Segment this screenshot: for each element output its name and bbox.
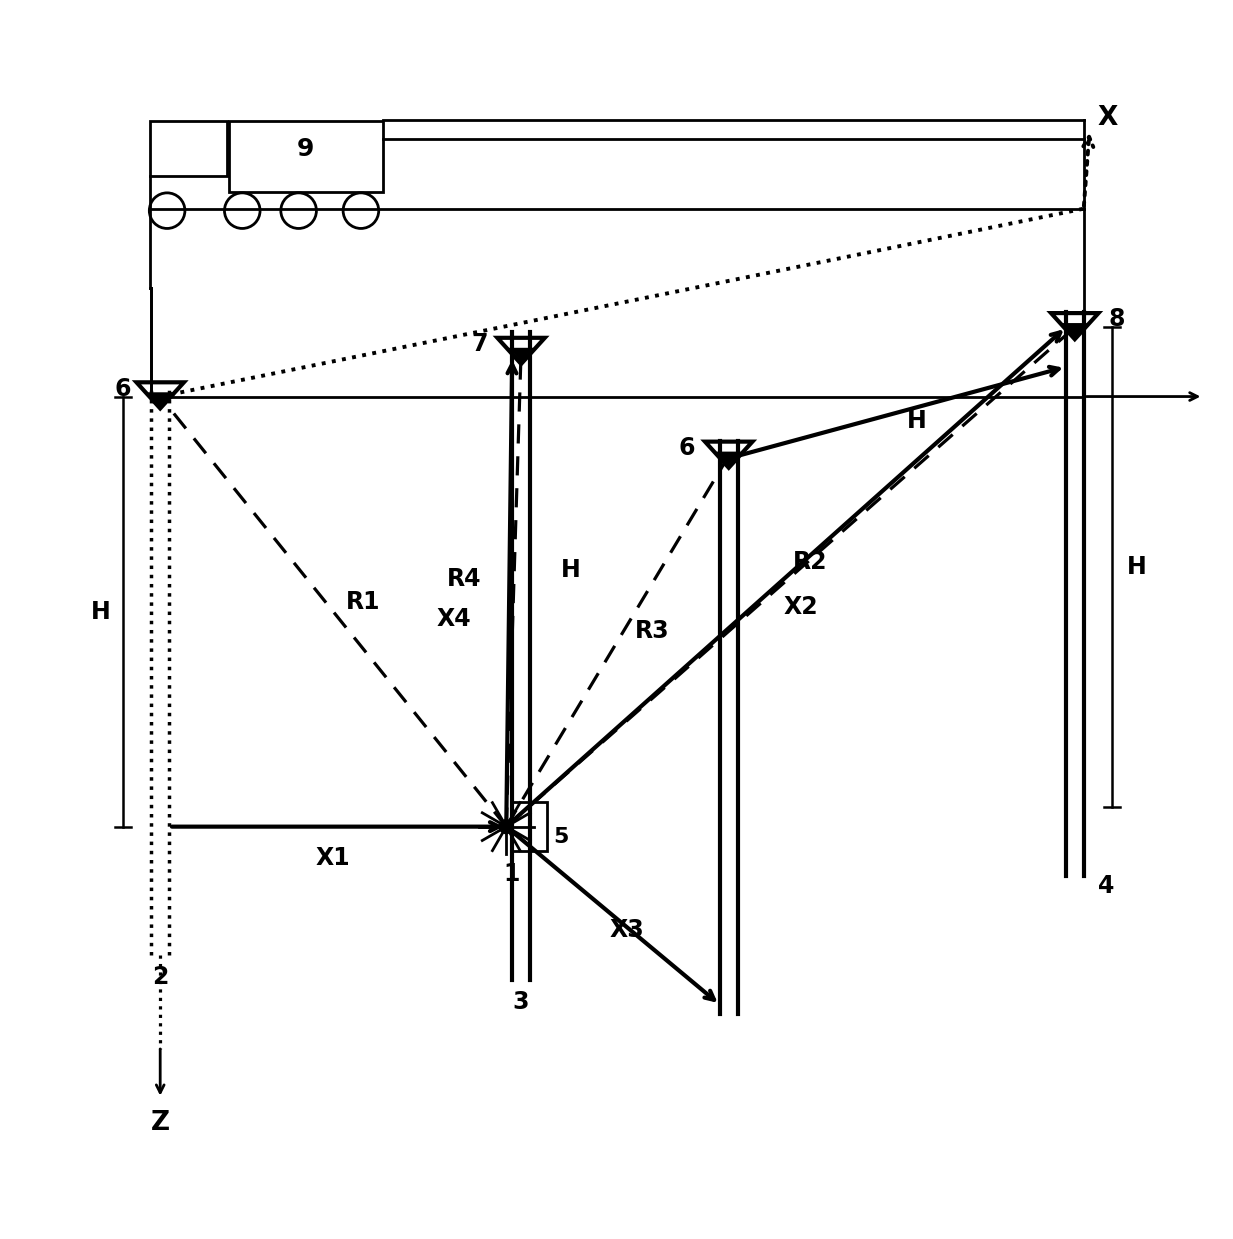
- Text: 5: 5: [554, 826, 570, 846]
- Text: H: H: [1127, 555, 1147, 579]
- Text: R1: R1: [345, 590, 380, 613]
- Text: X: X: [1097, 105, 1117, 131]
- Text: R2: R2: [793, 550, 827, 574]
- Text: 3: 3: [513, 990, 529, 1014]
- Text: X3: X3: [610, 918, 645, 943]
- Polygon shape: [1063, 323, 1086, 336]
- Text: X2: X2: [783, 595, 817, 618]
- Text: 2: 2: [152, 965, 169, 989]
- Polygon shape: [509, 348, 533, 361]
- Text: 4: 4: [1099, 873, 1115, 898]
- Text: H: H: [561, 558, 581, 581]
- Text: 6: 6: [115, 377, 131, 400]
- Text: X4: X4: [436, 607, 472, 631]
- Text: 1: 1: [503, 862, 519, 886]
- Polygon shape: [148, 393, 173, 405]
- Text: 7: 7: [471, 332, 488, 356]
- Text: Z: Z: [150, 1110, 170, 1136]
- Text: R3: R3: [635, 620, 670, 643]
- Text: 8: 8: [1108, 307, 1124, 331]
- Text: 9: 9: [297, 138, 314, 161]
- Text: H: H: [91, 600, 111, 623]
- Text: R4: R4: [448, 567, 481, 591]
- Circle shape: [499, 820, 513, 834]
- Text: 6: 6: [679, 436, 695, 460]
- Polygon shape: [716, 452, 741, 465]
- Text: X1: X1: [316, 846, 350, 870]
- Text: H: H: [906, 409, 926, 434]
